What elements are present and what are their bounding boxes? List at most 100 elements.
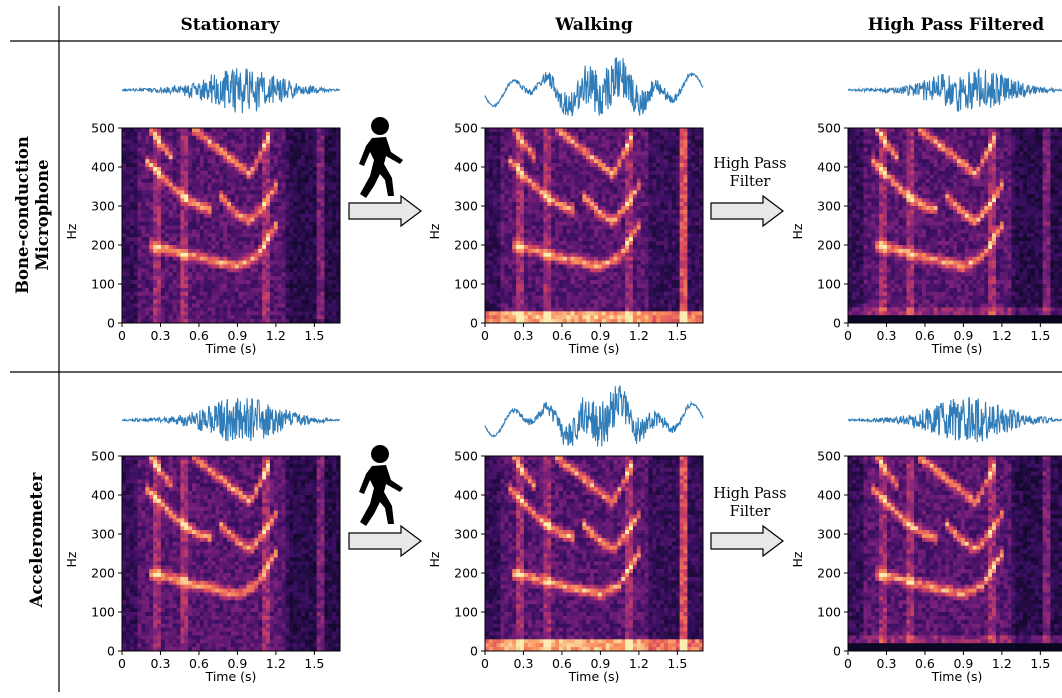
right-arrow-icon xyxy=(710,194,784,228)
x-tick-label: 0.3 xyxy=(151,328,171,343)
y-axis-label: Hz xyxy=(427,551,442,567)
x-tick-label: 0.6 xyxy=(915,328,935,343)
y-tick-label: 300 xyxy=(454,199,478,214)
y-tick-label: 0 xyxy=(107,644,115,659)
walking-person-icon xyxy=(359,117,403,198)
x-tick-label: 0 xyxy=(118,328,126,343)
x-tick-label: 1.5 xyxy=(1030,328,1050,343)
y-tick-label: 300 xyxy=(817,199,841,214)
y-tick-label: 200 xyxy=(91,238,115,253)
y-tick-label: 200 xyxy=(817,238,841,253)
x-axis-label: Time (s) xyxy=(568,669,620,684)
right-arrow-icon xyxy=(348,194,422,228)
y-tick-label: 400 xyxy=(454,488,478,503)
plot-frame xyxy=(484,127,704,324)
filter-label-line2: Filter xyxy=(730,174,771,190)
walking-person-icon xyxy=(359,445,403,526)
column-header-highpass: High Pass Filtered xyxy=(868,15,1045,35)
panel-bone-walking: 0 100 200 300 400 500 0 0.3 0.6 0.9 1.2 1.5 Time (s)… xyxy=(427,57,704,356)
y-tick-label: 500 xyxy=(817,449,841,464)
filter-label-line2: Filter xyxy=(730,504,771,520)
y-tick-label: 0 xyxy=(107,316,115,331)
row-header-accelerometer: Accelerometer xyxy=(27,472,46,608)
y-tick-label: 0 xyxy=(470,316,478,331)
waveform xyxy=(121,68,341,114)
y-tick-label: 100 xyxy=(91,277,115,292)
y-tick-label: 500 xyxy=(454,449,478,464)
row-header-bone: Bone-conduction Microphone xyxy=(13,136,52,294)
x-tick-label: 0 xyxy=(844,656,852,671)
spectrogram xyxy=(485,456,704,652)
right-arrow-icon xyxy=(710,524,784,558)
y-axis-label: Hz xyxy=(427,223,442,239)
svg-text:Microphone: Microphone xyxy=(33,159,52,270)
y-tick-label: 100 xyxy=(91,605,115,620)
y-axis-label: Hz xyxy=(64,223,79,239)
x-tick-label: 0.6 xyxy=(552,656,572,671)
x-tick-label: 0.6 xyxy=(189,328,209,343)
y-tick-label: 500 xyxy=(454,121,478,136)
x-tick-label: 0.6 xyxy=(915,656,935,671)
y-tick-label: 500 xyxy=(817,121,841,136)
y-tick-label: 300 xyxy=(454,527,478,542)
plot-frame xyxy=(847,127,1062,324)
y-tick-label: 300 xyxy=(91,199,115,214)
right-arrow-icon xyxy=(348,524,422,558)
y-axis-label: Hz xyxy=(790,223,805,239)
x-tick-label: 0 xyxy=(481,328,489,343)
y-tick-label: 0 xyxy=(470,644,478,659)
filter-label-line1: High Pass xyxy=(713,156,786,172)
y-tick-label: 200 xyxy=(91,566,115,581)
x-tick-label: 1.2 xyxy=(266,656,286,671)
x-tick-label: 0 xyxy=(481,656,489,671)
y-tick-label: 200 xyxy=(454,238,478,253)
y-tick-label: 100 xyxy=(817,277,841,292)
y-tick-label: 100 xyxy=(454,605,478,620)
waveform xyxy=(121,398,341,442)
y-tick-label: 100 xyxy=(454,277,478,292)
x-tick-label: 1.2 xyxy=(992,656,1012,671)
x-tick-label: 0.3 xyxy=(877,328,897,343)
panel-bone-highpass: 0 100 200 300 400 500 0 0.3 0.6 0.9 1.2 1.5 Time (s)… xyxy=(790,67,1062,356)
y-axis-label: Hz xyxy=(790,551,805,567)
x-tick-label: 0.9 xyxy=(953,328,973,343)
x-tick-label: 1.2 xyxy=(629,656,649,671)
panel-accel-highpass: 0 100 200 300 400 500 0 0.3 0.6 0.9 1.2 1.5 Time (s)… xyxy=(790,396,1062,684)
x-tick-label: 1.5 xyxy=(667,656,687,671)
y-axis-label: Hz xyxy=(64,551,79,567)
x-tick-label: 0.3 xyxy=(514,328,534,343)
spectrogram xyxy=(485,128,704,324)
y-tick-label: 200 xyxy=(817,566,841,581)
panel-accel-walking: 0 100 200 300 400 500 0 0.3 0.6 0.9 1.2 1.5 Time (s)… xyxy=(427,385,704,684)
spectrogram xyxy=(848,456,1062,652)
x-tick-label: 0.6 xyxy=(552,328,572,343)
y-tick-label: 500 xyxy=(91,121,115,136)
waveform xyxy=(484,57,704,117)
y-tick-label: 400 xyxy=(817,488,841,503)
x-tick-label: 0.3 xyxy=(877,656,897,671)
x-axis-label: Time (s) xyxy=(568,341,620,356)
y-tick-label: 400 xyxy=(91,488,115,503)
x-axis-label: Time (s) xyxy=(205,341,257,356)
y-tick-label: 300 xyxy=(91,527,115,542)
y-tick-label: 0 xyxy=(833,316,841,331)
x-tick-label: 1.5 xyxy=(667,328,687,343)
column-header-walking: Walking xyxy=(554,15,633,35)
x-axis-label: Time (s) xyxy=(931,669,983,684)
panel-bone-stationary: 0 100 200 300 400 500 0 0.3 0.6 0.9 1.2 1.5 Time (s)… xyxy=(64,68,341,356)
x-tick-label: 0.6 xyxy=(189,656,209,671)
x-tick-label: 1.5 xyxy=(304,656,324,671)
y-tick-label: 500 xyxy=(91,449,115,464)
spectrogram xyxy=(848,128,1062,324)
x-tick-label: 1.5 xyxy=(1030,656,1050,671)
spectrogram xyxy=(122,456,341,652)
column-header-stationary: Stationary xyxy=(180,15,280,35)
x-tick-label: 0.9 xyxy=(590,656,610,671)
x-tick-label: 0.9 xyxy=(227,328,247,343)
x-tick-label: 1.2 xyxy=(266,328,286,343)
y-tick-label: 400 xyxy=(454,160,478,175)
y-tick-label: 300 xyxy=(817,527,841,542)
x-tick-label: 1.2 xyxy=(629,328,649,343)
svg-text:Bone-conduction: Bone-conduction xyxy=(13,136,32,294)
